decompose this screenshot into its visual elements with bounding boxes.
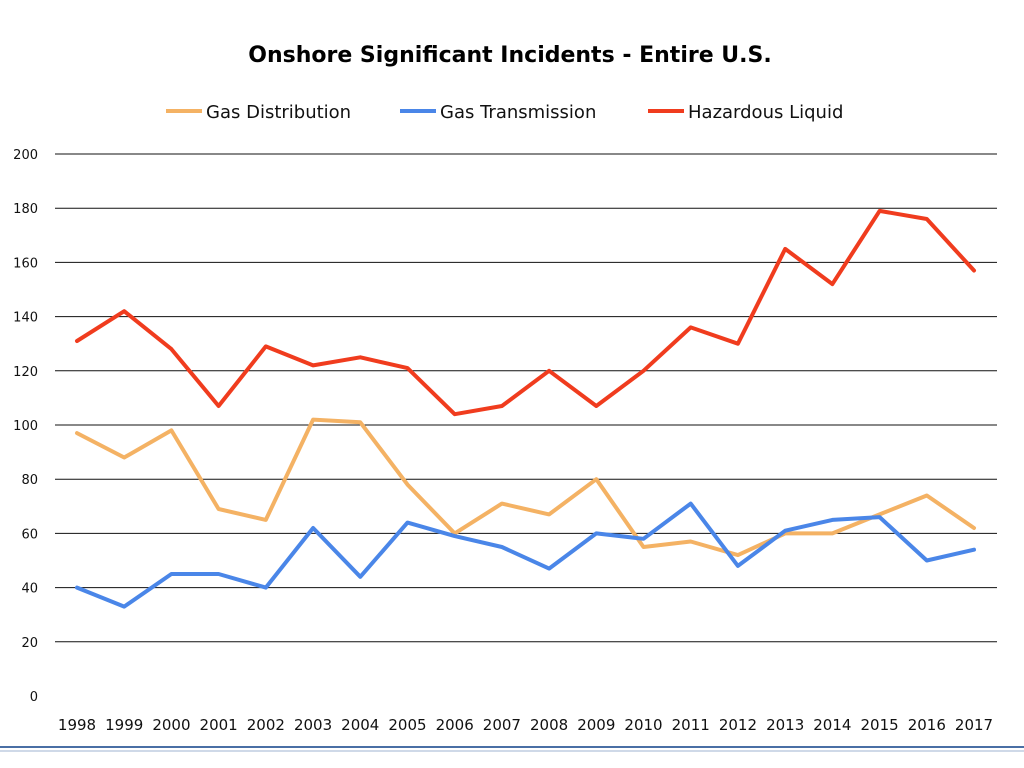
series-line-gas-transmission xyxy=(75,501,976,609)
legend: Gas Distribution Gas Transmission Hazardou… xyxy=(166,102,843,123)
x-tick-label: 2015 xyxy=(860,716,898,734)
y-tick-label: 180 xyxy=(13,202,38,217)
y-tick-label: 120 xyxy=(13,365,38,380)
y-tick-label: 160 xyxy=(13,256,38,271)
y-axis: 0 20 40 60 80 100 120 140 160 180 200 xyxy=(13,148,38,705)
gridlines xyxy=(55,153,997,643)
y-tick-label: 200 xyxy=(13,148,38,163)
x-tick-label: 1998 xyxy=(58,716,96,734)
x-tick-label: 2001 xyxy=(200,716,238,734)
x-tick-label: 2004 xyxy=(341,716,379,734)
series-lines xyxy=(75,208,976,609)
x-tick-label: 2002 xyxy=(247,716,285,734)
x-tick-label: 2003 xyxy=(294,716,332,734)
x-tick-label: 2008 xyxy=(530,716,568,734)
x-tick-label: 2010 xyxy=(624,716,662,734)
x-tick-label: 2011 xyxy=(672,716,710,734)
x-tick-label: 2000 xyxy=(152,716,190,734)
y-tick-label: 80 xyxy=(21,473,38,488)
y-tick-label: 140 xyxy=(13,311,38,326)
y-tick-label: 0 xyxy=(30,690,38,705)
series-line-hazardous-liquid xyxy=(75,208,976,417)
chart-title: Onshore Significant Incidents - Entire U… xyxy=(248,43,771,68)
x-tick-label: 2017 xyxy=(955,716,993,734)
x-axis: 1998 1999 2000 2001 2002 2003 2004 2005 2006 2007… xyxy=(58,716,993,734)
x-tick-label: 2012 xyxy=(719,716,757,734)
y-tick-label: 100 xyxy=(13,419,38,434)
x-tick-label: 2007 xyxy=(483,716,521,734)
x-tick-label: 2009 xyxy=(577,716,615,734)
y-tick-label: 40 xyxy=(21,582,38,597)
series-line-gas-distribution xyxy=(75,417,976,558)
y-tick-label: 20 xyxy=(21,636,38,651)
x-tick-label: 2005 xyxy=(388,716,426,734)
legend-label: Gas Transmission xyxy=(440,102,596,123)
legend-label: Hazardous Liquid xyxy=(688,102,843,123)
x-tick-label: 2006 xyxy=(436,716,474,734)
legend-label: Gas Distribution xyxy=(206,102,351,123)
x-tick-label: 2014 xyxy=(813,716,851,734)
x-tick-label: 2016 xyxy=(908,716,946,734)
x-tick-label: 1999 xyxy=(105,716,143,734)
x-tick-label: 2013 xyxy=(766,716,804,734)
y-tick-label: 60 xyxy=(21,527,38,542)
